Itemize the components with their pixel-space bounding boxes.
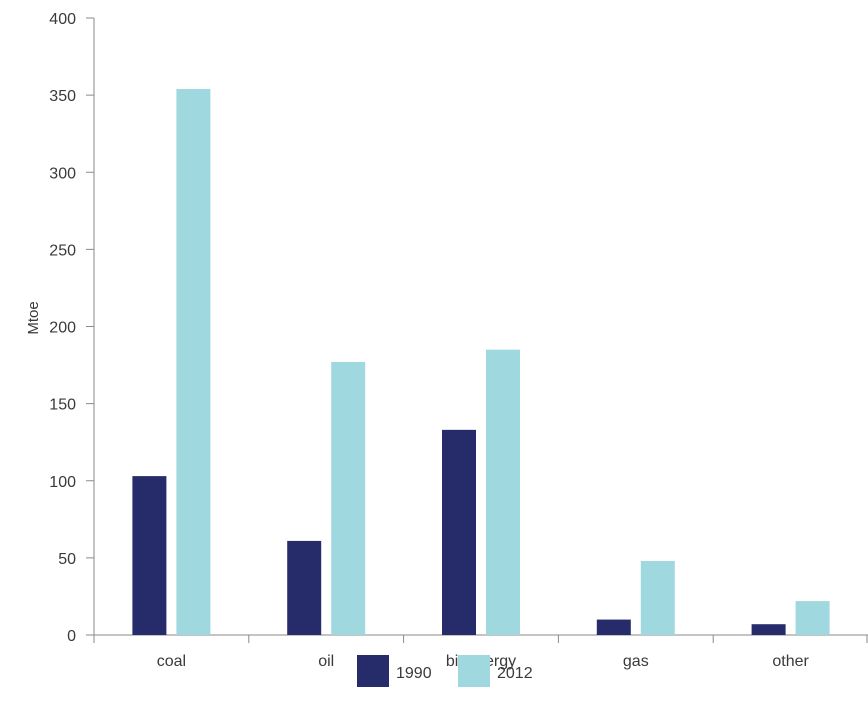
bar-other-1990 [751, 624, 786, 635]
y-tick-label: 100 [49, 474, 76, 491]
x-tick-label-oil: oil [318, 653, 334, 670]
legend: 1990 2012 [357, 655, 533, 687]
bar-gas-2012 [640, 560, 675, 635]
legend-swatch-2012 [458, 655, 490, 687]
legend-swatch-1990 [357, 655, 389, 687]
bar-oil-1990 [287, 540, 322, 635]
bars [132, 88, 830, 635]
y-tick-label: 350 [49, 88, 76, 105]
y-tick-label: 200 [49, 320, 76, 337]
bar-bioenergy-2012 [486, 349, 520, 635]
bar-gas-1990 [596, 619, 631, 635]
bar-coal-2012 [176, 88, 211, 635]
bar-coal-1990 [132, 476, 167, 635]
bar-oil-2012 [331, 361, 366, 635]
y-axis-title: Mtoe [25, 301, 42, 334]
x-tick-label-other: other [772, 653, 809, 670]
y-tick-label: 0 [67, 628, 76, 645]
y-tick-label: 150 [49, 397, 76, 414]
x-tick-label-coal: coal [157, 653, 186, 670]
bar-bioenergy-1990 [442, 429, 476, 635]
y-tick-label: 400 [49, 11, 76, 28]
legend-label-1990: 1990 [396, 665, 432, 682]
y-axis: 0 50 100 150 200 250 300 350 400 [49, 11, 95, 645]
y-tick-label: 250 [49, 242, 76, 259]
x-tick-label-gas: gas [623, 653, 649, 670]
bar-other-2012 [795, 601, 830, 635]
y-tick-label: 50 [58, 551, 76, 568]
y-tick-label: 300 [49, 165, 76, 182]
legend-label-2012: 2012 [497, 665, 533, 682]
